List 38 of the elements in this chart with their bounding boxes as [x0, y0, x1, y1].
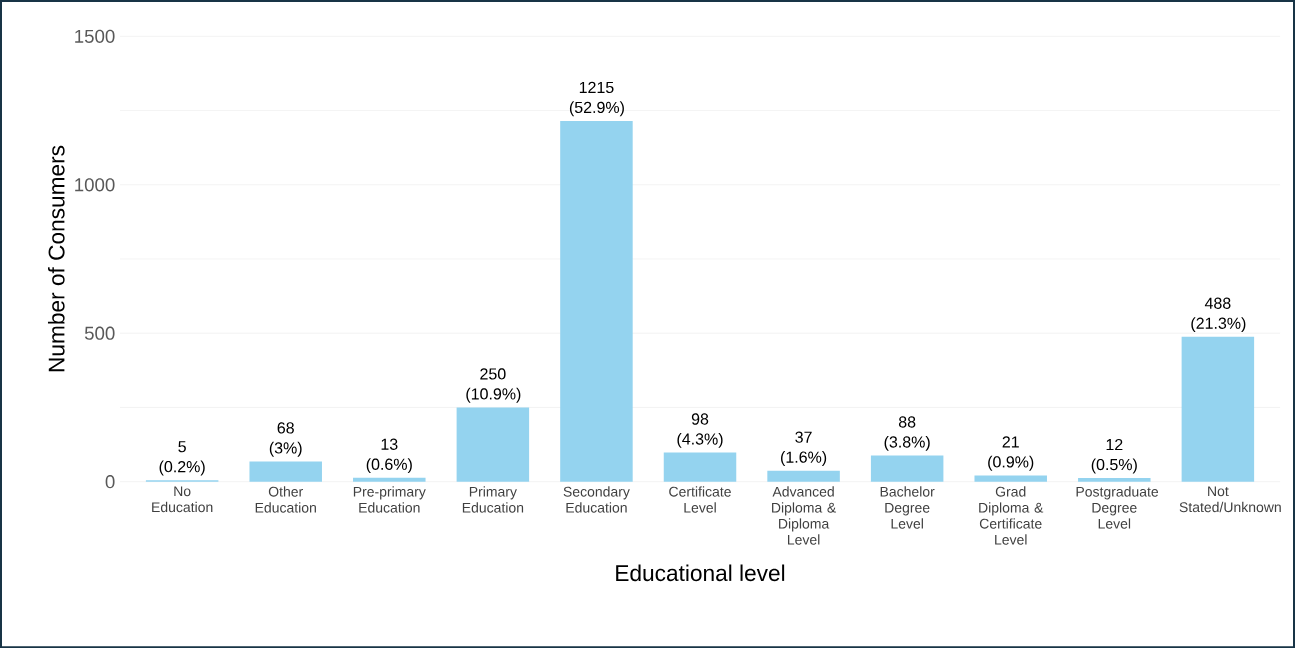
data-label: 21 (0.9%): [988, 436, 1034, 471]
data-label: 1215 (52.9%): [569, 81, 624, 117]
x-tick-label: Not Stated/Unknown: [1179, 486, 1281, 512]
x-tick-label: Pre-primary Education: [353, 486, 426, 513]
x-tick-label: Other Education: [255, 486, 316, 513]
x-tick-label: No Education: [152, 486, 213, 512]
data-label: 12 (0.5%): [1091, 438, 1137, 474]
y-axis-title: Number of Consumers: [47, 145, 65, 371]
x-tick-label: Secondary Education: [563, 486, 630, 513]
bar: [560, 120, 633, 482]
x-tick-label: Postgraduate Degree Level: [1076, 486, 1159, 529]
data-label: 98 (4.3%): [677, 413, 723, 448]
data-label: 37 (1.6%): [781, 431, 827, 466]
y-tick-label: 1500: [75, 29, 115, 43]
bar: [974, 475, 1047, 482]
x-tick-label: Certificate Level: [669, 486, 731, 513]
data-label: 88 (3.8%): [884, 416, 930, 451]
bar: [1181, 336, 1255, 482]
y-tick-label: 500: [84, 326, 115, 340]
x-tick-label: Advanced Diploma & Diploma Level: [772, 486, 837, 545]
bar: [767, 470, 840, 482]
x-axis-title: Educational level: [616, 564, 785, 581]
data-label: 13 (0.6%): [366, 438, 412, 473]
data-label: 68 (3%): [269, 422, 302, 457]
data-label: 250 (10.9%): [466, 368, 521, 403]
bar: [249, 461, 322, 482]
bar: [870, 455, 944, 482]
data-label: 488 (21.3%): [1191, 297, 1246, 332]
x-tick-label: Primary Education: [462, 486, 524, 513]
y-tick-label: 0: [105, 474, 115, 489]
bar: [456, 407, 530, 482]
y-tick-label: 1000: [75, 177, 115, 192]
bar: [663, 452, 737, 482]
bar: [353, 477, 426, 482]
data-label: 5 (0.2%): [159, 441, 205, 476]
x-tick-label: Grad Diploma & Certificate Level: [979, 486, 1044, 545]
bar: [1078, 477, 1151, 482]
x-tick-label: Bachelor Degree Level: [880, 486, 935, 529]
